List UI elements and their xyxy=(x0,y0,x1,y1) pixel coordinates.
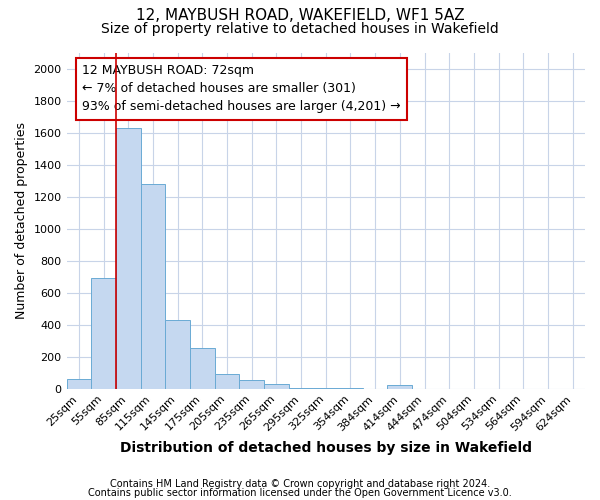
Bar xyxy=(264,384,289,389)
Text: Contains HM Land Registry data © Crown copyright and database right 2024.: Contains HM Land Registry data © Crown c… xyxy=(110,479,490,489)
Bar xyxy=(239,380,264,389)
Bar xyxy=(116,128,140,389)
Text: 12 MAYBUSH ROAD: 72sqm
← 7% of detached houses are smaller (301)
93% of semi-det: 12 MAYBUSH ROAD: 72sqm ← 7% of detached … xyxy=(82,64,401,114)
Bar xyxy=(140,184,165,389)
Bar xyxy=(388,385,412,389)
Bar xyxy=(289,388,313,389)
X-axis label: Distribution of detached houses by size in Wakefield: Distribution of detached houses by size … xyxy=(120,441,532,455)
Text: Size of property relative to detached houses in Wakefield: Size of property relative to detached ho… xyxy=(101,22,499,36)
Bar xyxy=(165,320,190,389)
Text: 12, MAYBUSH ROAD, WAKEFIELD, WF1 5AZ: 12, MAYBUSH ROAD, WAKEFIELD, WF1 5AZ xyxy=(136,8,464,22)
Bar xyxy=(190,348,215,389)
Text: Contains public sector information licensed under the Open Government Licence v3: Contains public sector information licen… xyxy=(88,488,512,498)
Bar xyxy=(91,278,116,389)
Bar xyxy=(67,379,91,389)
Bar xyxy=(215,374,239,389)
Y-axis label: Number of detached properties: Number of detached properties xyxy=(15,122,28,319)
Bar xyxy=(313,388,338,389)
Bar xyxy=(338,388,363,389)
